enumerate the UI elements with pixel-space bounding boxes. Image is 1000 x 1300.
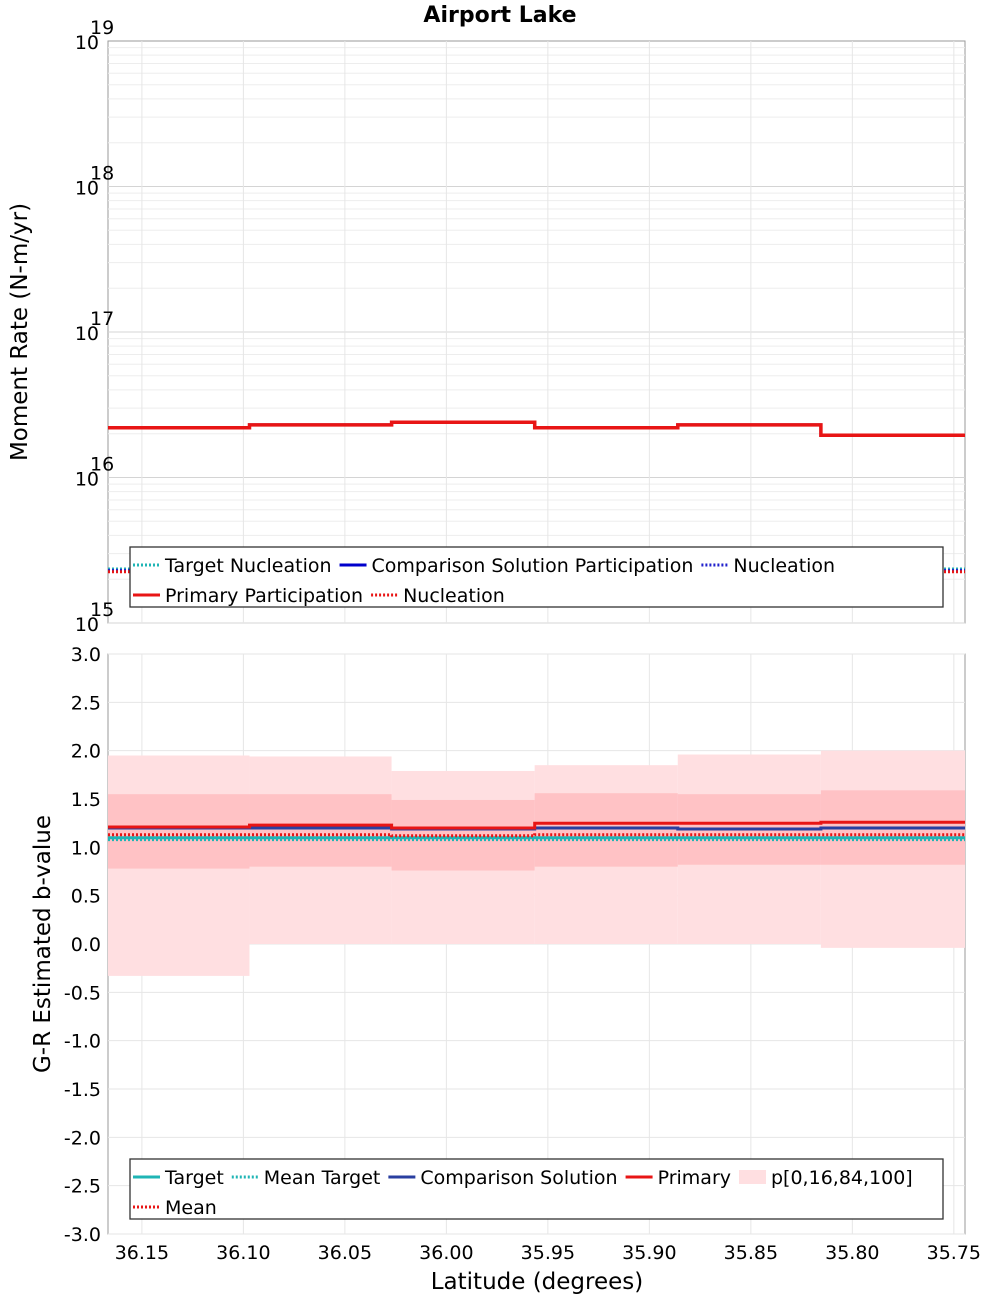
y-tick-base: 10 — [75, 323, 99, 345]
legend-entry-label: Comparison Solution Participation — [372, 555, 694, 577]
y-tick-label: -2.5 — [64, 1176, 101, 1198]
legend-entry-label: Target Nucleation — [164, 555, 332, 577]
y-tick-label: -3.0 — [64, 1224, 101, 1246]
bottom-y-ticks: -3.0 -2.5 -2.0 -1.5 -1.0 -0.5 0.0 0.5 1.0 1.5 2.0 2… — [64, 644, 101, 1246]
series-line — [108, 833, 965, 838]
y-tick-base: 10 — [75, 614, 99, 636]
bottom-legend: Target Mean Target Comparison Solution Prim… — [129, 1158, 944, 1220]
top-y-axis-label: Moment Rate (N-m/yr) — [7, 203, 33, 461]
y-tick-label: 3.0 — [71, 644, 101, 666]
bottom-percentile-bands — [108, 750, 965, 976]
bottom-series-marks — [108, 820, 965, 842]
series-line — [108, 820, 965, 830]
y-tick-label: 0.0 — [71, 934, 101, 956]
x-tick-label: 35.95 — [521, 1242, 575, 1264]
band-p16-84 — [108, 794, 250, 869]
bottom-panel: -3.0 -2.5 -2.0 -1.5 -1.0 -0.5 0.0 0.5 1.0 1.5 2.0 2… — [30, 644, 981, 1295]
y-tick-label: 2.5 — [71, 692, 101, 714]
x-tick-label: 36.00 — [419, 1242, 473, 1264]
x-tick-label: 35.85 — [724, 1242, 778, 1264]
band-p16-84 — [249, 794, 392, 867]
y-tick-label: 0.5 — [71, 886, 101, 908]
legend-entry-label: Mean — [165, 1197, 217, 1219]
x-tick-label: 35.75 — [927, 1242, 981, 1264]
y-tick-exponent: 19 — [90, 17, 114, 39]
legend-entry-label: Primary Participation — [165, 585, 363, 607]
band-p16-84 — [534, 793, 678, 867]
top-legend-box — [129, 546, 944, 608]
y-tick-label: -0.5 — [64, 982, 101, 1004]
x-tick-label: 36.05 — [318, 1242, 372, 1264]
y-tick-label: 1.5 — [71, 789, 101, 811]
y-tick-label: 1.0 — [71, 837, 101, 859]
legend-entry-label: Nucleation — [733, 555, 835, 577]
y-tick-base: 10 — [75, 32, 99, 54]
series-line — [108, 420, 965, 438]
bottom-x-ticks: 36.15 36.10 36.05 36.00 35.95 35.90 35.85 35.80… — [115, 1242, 981, 1264]
chart-title: Airport Lake — [423, 3, 576, 28]
y-tick-label: 2.0 — [71, 741, 101, 763]
bottom-y-axis-label: G-R Estimated b-value — [30, 815, 56, 1073]
legend-entry-label: Comparison Solution — [420, 1167, 617, 1189]
y-tick-label: -1.5 — [64, 1079, 101, 1101]
y-tick-exponent: 17 — [90, 308, 114, 330]
y-tick-label: -1.0 — [64, 1031, 101, 1053]
y-tick-base: 10 — [75, 469, 99, 491]
legend-entry-label: Nucleation — [403, 585, 505, 607]
legend-entry-label: Mean Target — [264, 1167, 381, 1189]
top-legend: Target Nucleation Comparison Solution Par… — [129, 546, 944, 608]
x-tick-label: 35.90 — [622, 1242, 676, 1264]
top-gridlines — [108, 41, 965, 624]
x-tick-label: 36.15 — [115, 1242, 169, 1264]
legend-entry-label: p[0,16,84,100] — [771, 1167, 913, 1189]
legend-entry-label: Target — [164, 1167, 224, 1189]
x-axis-label: Latitude (degrees) — [431, 1269, 644, 1295]
y-tick-exponent: 18 — [90, 163, 114, 185]
y-tick-base: 10 — [75, 178, 99, 200]
bottom-legend-box — [129, 1158, 944, 1220]
x-tick-label: 35.80 — [825, 1242, 879, 1264]
legend-entry-label: Primary — [658, 1167, 731, 1189]
legend-swatch — [739, 1170, 766, 1184]
y-tick-exponent: 16 — [90, 454, 114, 476]
y-tick-exponent: 15 — [90, 599, 114, 621]
x-tick-label: 36.10 — [216, 1242, 270, 1264]
y-tick-label: -2.0 — [64, 1127, 101, 1149]
